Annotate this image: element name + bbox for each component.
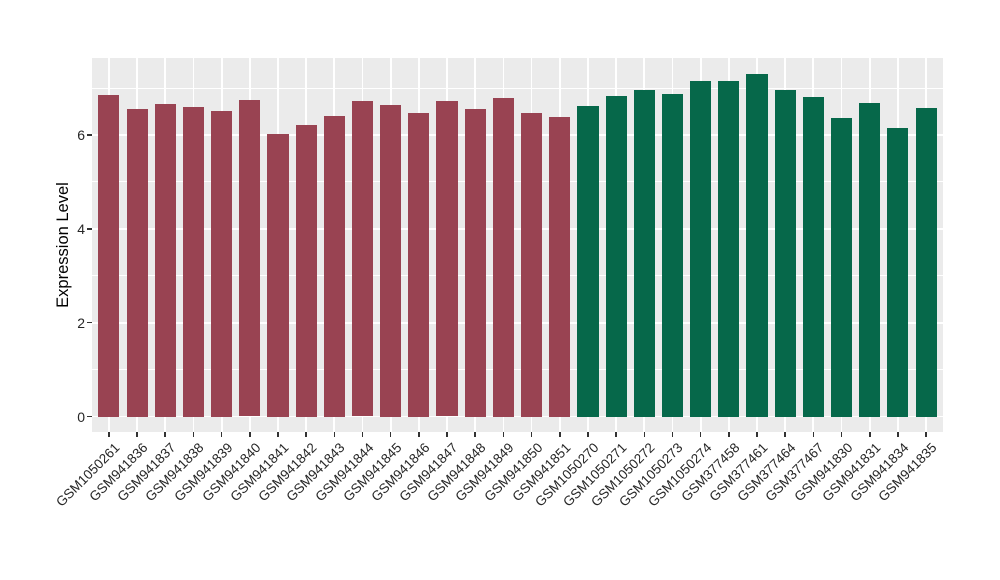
- x-tick-mark: [502, 432, 505, 437]
- x-tick-mark: [587, 432, 589, 437]
- y-gridline-minor: [92, 369, 943, 371]
- x-tick-mark: [164, 432, 167, 437]
- bar: [464, 109, 486, 417]
- x-tick-mark: [389, 432, 392, 437]
- y-tick-mark: [87, 321, 92, 324]
- bar: [492, 97, 514, 417]
- bar: [380, 104, 402, 417]
- bar: [521, 113, 543, 417]
- bar: [859, 102, 881, 417]
- y-tick-mark: [87, 134, 92, 136]
- y-gridline-major: [92, 415, 943, 418]
- x-tick-mark: [840, 432, 843, 437]
- bar: [605, 95, 627, 417]
- x-tick-mark: [671, 432, 674, 437]
- plot-panel: [92, 58, 943, 432]
- y-gridline-major: [92, 321, 943, 324]
- bar: [577, 105, 599, 417]
- bar: [746, 73, 768, 417]
- x-tick-mark: [361, 432, 364, 437]
- y-tick-label: 2: [77, 314, 85, 331]
- x-tick-mark: [615, 432, 617, 437]
- bar: [323, 115, 345, 417]
- bar: [549, 117, 571, 417]
- y-gridline-major: [92, 134, 943, 136]
- x-tick-mark: [897, 432, 899, 437]
- bar: [154, 103, 176, 417]
- bar: [239, 100, 261, 417]
- x-tick-mark: [474, 432, 477, 437]
- y-gridline-minor: [92, 87, 943, 89]
- y-gridline-minor: [92, 181, 943, 183]
- bar: [915, 107, 937, 417]
- bar: [887, 127, 909, 417]
- y-tick-mark: [87, 228, 92, 230]
- y-tick-label: 6: [77, 126, 85, 143]
- x-tick-mark: [728, 432, 730, 437]
- bar: [774, 89, 796, 417]
- bar: [295, 125, 317, 417]
- bar: [830, 118, 853, 417]
- x-tick-mark: [220, 432, 223, 437]
- x-tick-mark: [136, 432, 138, 437]
- x-tick-mark: [925, 432, 927, 437]
- bar: [436, 100, 458, 417]
- y-tick-label: 0: [77, 408, 85, 425]
- x-tick-mark: [643, 432, 646, 437]
- bar: [267, 134, 289, 417]
- y-gridline-major: [92, 227, 943, 230]
- bar: [802, 96, 824, 417]
- x-tick-mark: [784, 432, 786, 437]
- x-tick-mark: [699, 432, 702, 437]
- y-tick-mark: [87, 415, 92, 418]
- bar: [182, 106, 204, 417]
- bar: [211, 111, 233, 417]
- x-tick-mark: [192, 432, 195, 437]
- bar: [661, 94, 684, 417]
- x-tick-mark: [305, 432, 307, 437]
- bar: [408, 112, 430, 417]
- bar: [718, 81, 740, 417]
- bar: [126, 109, 148, 417]
- x-tick-mark: [756, 432, 758, 437]
- x-tick-mark: [558, 432, 561, 437]
- x-tick-mark: [868, 432, 871, 437]
- bar: [98, 94, 120, 417]
- x-tick-mark: [333, 432, 336, 437]
- y-gridline-minor: [92, 275, 943, 277]
- bar: [633, 89, 655, 417]
- bar: [351, 100, 374, 417]
- x-tick-mark: [418, 432, 420, 437]
- bar: [690, 80, 712, 417]
- x-tick-mark: [249, 432, 251, 437]
- x-tick-mark: [812, 432, 815, 437]
- x-tick-mark: [108, 432, 110, 437]
- x-tick-mark: [530, 432, 533, 437]
- x-tick-mark: [446, 432, 448, 437]
- y-tick-label: 4: [77, 220, 85, 237]
- x-tick-mark: [277, 432, 279, 437]
